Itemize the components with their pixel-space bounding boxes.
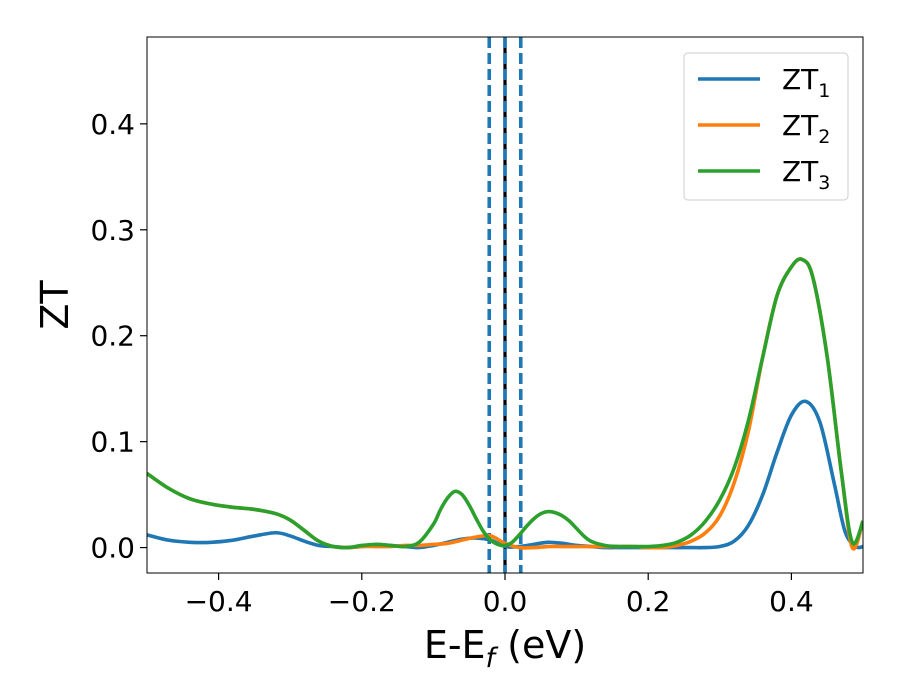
legend: ZT1 ZT2 ZT3 bbox=[683, 52, 849, 201]
legend-box bbox=[683, 52, 849, 201]
series-line-zt3 bbox=[147, 257, 863, 550]
x-tick-label: 0.4 bbox=[769, 585, 814, 618]
y-axis-label: ZT bbox=[33, 280, 77, 330]
y-tick-label: 0.3 bbox=[90, 214, 135, 247]
y-tick-label: 0.1 bbox=[90, 426, 135, 459]
x-tick-label: 0.2 bbox=[626, 585, 671, 618]
y-tick-label: 0.0 bbox=[90, 532, 135, 565]
legend-label-1: ZT1 bbox=[782, 63, 830, 102]
x-tick-label: −0.2 bbox=[328, 585, 396, 618]
x-axis-ticks: −0.4 −0.2 0.0 0.2 0.4 bbox=[185, 573, 814, 618]
y-tick-label: 0.4 bbox=[90, 108, 135, 141]
x-axis-label: E-Ef (eV) bbox=[424, 623, 586, 674]
legend-label-3: ZT3 bbox=[782, 155, 830, 194]
x-axis-label-unit: (eV) bbox=[495, 623, 586, 667]
y-axis-ticks: 0.0 0.1 0.2 0.3 0.4 bbox=[90, 108, 147, 565]
series-line-zt1 bbox=[147, 399, 863, 550]
x-tick-label: −0.4 bbox=[185, 585, 253, 618]
reference-lines bbox=[487, 37, 523, 573]
x-tick-label: 0.0 bbox=[483, 585, 528, 618]
y-tick-label: 0.2 bbox=[90, 320, 135, 353]
series-lines bbox=[147, 257, 863, 551]
legend-label-2: ZT2 bbox=[782, 109, 830, 148]
x-axis-label-main: E-E bbox=[424, 623, 486, 667]
